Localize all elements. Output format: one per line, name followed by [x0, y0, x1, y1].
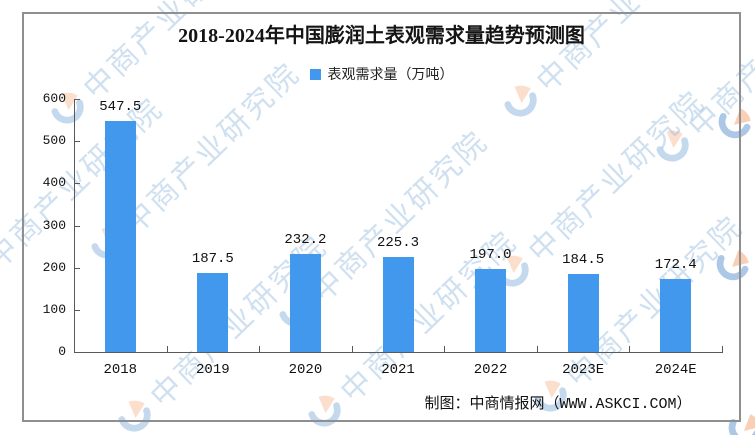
- cnbaogao-logo-icon: [308, 395, 341, 427]
- y-axis-tick: [74, 309, 80, 311]
- watermark-text: 中商产业研究院: [525, 205, 750, 423]
- bar-value-label: 197.0: [469, 246, 512, 263]
- watermark-logo: [726, 412, 755, 435]
- bar: [567, 274, 599, 352]
- bar-value-label: 184.5: [562, 252, 605, 269]
- x-axis-category-label: 2019: [196, 362, 230, 378]
- bar-value-label: 547.5: [99, 99, 142, 116]
- watermark-logo: [716, 106, 752, 147]
- watermark-text: 中商产业研究院: [495, 0, 720, 129]
- y-axis-tick-label: 500: [42, 133, 66, 149]
- cnbaogao-logo-icon: [504, 85, 537, 117]
- watermark-text: 中商产业研究院: [299, 220, 524, 435]
- x-axis-category-label: 2020: [288, 362, 323, 378]
- x-axis-category-label: 2022: [473, 362, 508, 378]
- x-axis-category-label: 2024E: [654, 362, 697, 378]
- watermark-text: 中商产业研究院: [109, 225, 334, 435]
- x-axis-tick: [536, 346, 538, 352]
- source-credit: 制图：中商情报网（WWW.ASKCI.COM）: [424, 396, 692, 413]
- bar: [382, 256, 414, 352]
- bar: [660, 279, 692, 352]
- y-axis-tick: [74, 183, 80, 185]
- bar-value-label: 225.3: [376, 234, 419, 251]
- x-axis-tick: [166, 346, 168, 352]
- bar-value-label: 172.4: [654, 257, 697, 274]
- cnbaogao-logo-icon: [534, 380, 567, 412]
- x-axis-tick: [629, 346, 631, 352]
- y-axis-tick-label: 400: [42, 175, 66, 191]
- y-axis-tick-label: 200: [42, 259, 66, 275]
- y-axis-tick-label: 600: [42, 91, 66, 106]
- bar-value-label: 232.2: [284, 232, 327, 249]
- bar: [197, 272, 229, 352]
- x-axis-category-label: 2018: [103, 362, 138, 378]
- x-axis-line: [74, 352, 723, 353]
- y-axis-tick-label: 300: [42, 217, 66, 233]
- y-axis-tick: [74, 267, 80, 269]
- x-axis-tick: [259, 346, 261, 352]
- bar: [104, 121, 136, 352]
- x-axis-tick: [351, 346, 353, 352]
- y-axis-tick-label: 0: [58, 344, 66, 359]
- y-axis-tick: [74, 99, 80, 100]
- cnbaogao-logo-icon: [118, 400, 151, 432]
- y-axis-tick: [74, 225, 80, 227]
- bar: [475, 268, 507, 352]
- bar: [289, 254, 321, 352]
- y-axis-tick-label: 100: [42, 301, 66, 317]
- x-axis-category-label: 2021: [381, 362, 415, 378]
- cnbaogao-logo-icon: [718, 108, 751, 139]
- cnbaogao-logo-icon: [728, 414, 755, 435]
- cnbaogao-logo-icon: [656, 130, 689, 162]
- y-axis-tick: [74, 141, 80, 143]
- watermark-text: 中商产业研究院: [647, 0, 755, 174]
- x-axis-tick: [444, 346, 446, 352]
- chart-title: 2018-2024年中国膨润土表观需求量趋势预测图: [178, 25, 585, 47]
- legend: 表观需求量（万吨）: [22, 64, 741, 84]
- watermark-text: 中商产业研究院: [42, 0, 267, 136]
- cnbaogao-logo-icon: [51, 92, 84, 124]
- x-axis-tick: [722, 346, 723, 352]
- legend-label: 表观需求量（万吨）: [327, 66, 454, 82]
- bar-value-label: 187.5: [191, 250, 234, 267]
- x-axis-category-label: 2023E: [562, 362, 605, 378]
- legend-swatch-icon: [309, 68, 321, 80]
